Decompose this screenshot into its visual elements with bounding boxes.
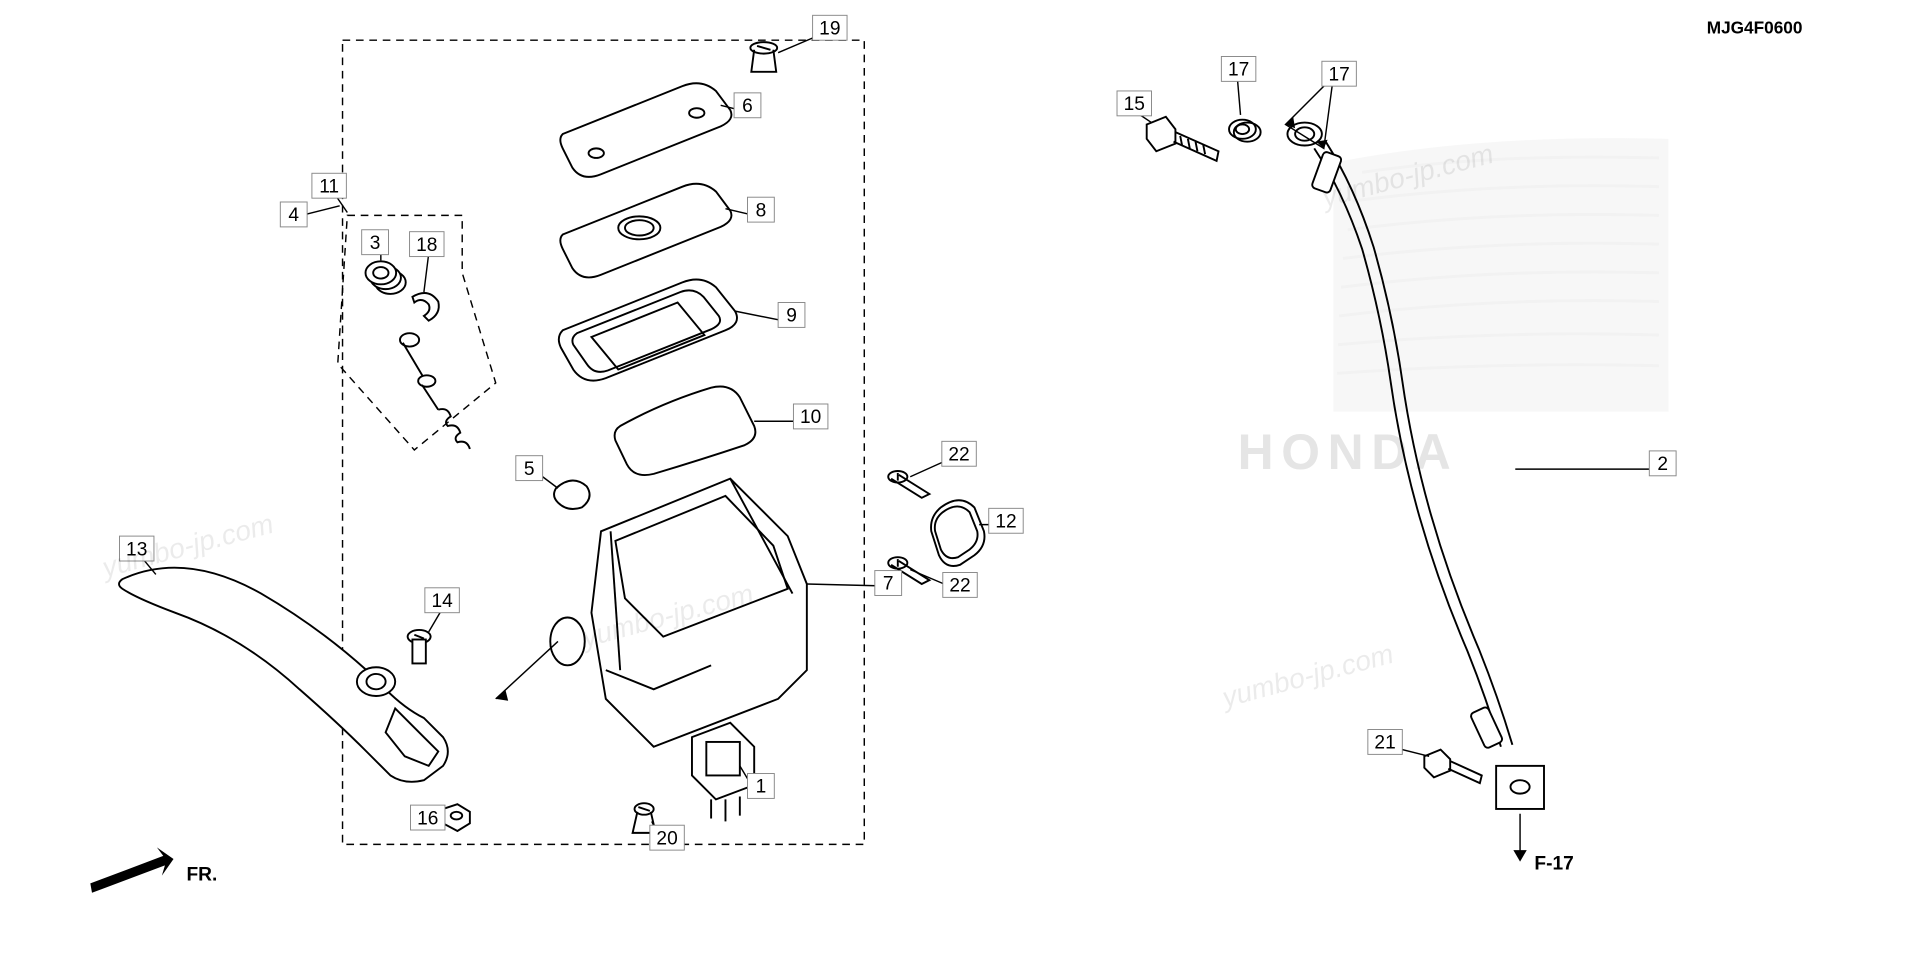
part-7-master-cylinder: [550, 479, 807, 747]
part-22-bolt-upper: [888, 471, 929, 498]
part-13-lever: [119, 568, 448, 782]
svg-text:11: 11: [319, 176, 339, 197]
svg-text:13: 13: [126, 539, 147, 560]
svg-text:3: 3: [370, 233, 381, 254]
svg-text:22: 22: [948, 444, 969, 465]
svg-text:1: 1: [756, 777, 767, 798]
diagram-reference-code: MJG4F0600: [1707, 18, 1803, 38]
svg-text:18: 18: [416, 235, 437, 256]
diagram-container: yumbo-jp.com yumbo-jp.com yumbo-jp.com y…: [0, 0, 1921, 920]
part-9-diaphragm: [559, 279, 737, 380]
part-10-separator: [615, 387, 756, 476]
svg-text:15: 15: [1124, 94, 1145, 115]
front-direction-label: FR.: [186, 865, 217, 886]
svg-text:21: 21: [1374, 733, 1395, 754]
part-1-switch: [692, 723, 754, 822]
svg-text:22: 22: [949, 576, 970, 597]
cross-reference-label: F-17: [1534, 853, 1573, 874]
part-6-cap: [560, 83, 731, 177]
svg-text:17: 17: [1228, 60, 1249, 81]
part-19-screw: [750, 42, 777, 72]
svg-text:5: 5: [524, 459, 535, 480]
part-8-diaphragm-plate: [560, 184, 731, 278]
svg-text:4: 4: [288, 205, 299, 226]
part-5-clip: [554, 481, 590, 509]
svg-text:19: 19: [819, 18, 840, 39]
part-16-nut: [443, 804, 470, 831]
parts-diagram-svg: HONDA: [0, 0, 1921, 920]
svg-text:6: 6: [742, 96, 753, 117]
svg-text:8: 8: [756, 200, 767, 221]
part-21-bolt: [1424, 750, 1481, 784]
part-15-banjo-bolt: [1147, 117, 1219, 161]
honda-brand-text: HONDA: [1238, 424, 1459, 480]
svg-text:10: 10: [800, 407, 821, 428]
svg-text:7: 7: [883, 574, 894, 595]
part-3-boot: [366, 261, 406, 294]
honda-wing-logo: [1333, 138, 1668, 412]
svg-text:9: 9: [786, 306, 797, 327]
svg-text:16: 16: [417, 808, 438, 829]
part-11-piston: [400, 333, 470, 449]
part-12-holder: [931, 500, 984, 566]
part-18-circlip: [412, 293, 438, 321]
svg-text:12: 12: [995, 511, 1016, 532]
svg-text:20: 20: [656, 828, 677, 849]
part-14-pivot-bolt: [408, 630, 431, 664]
fr-direction-indicator: [86, 845, 177, 893]
svg-text:17: 17: [1328, 64, 1349, 85]
svg-text:2: 2: [1657, 454, 1668, 475]
svg-text:14: 14: [431, 591, 453, 612]
part-17-washer-1: [1229, 120, 1261, 142]
